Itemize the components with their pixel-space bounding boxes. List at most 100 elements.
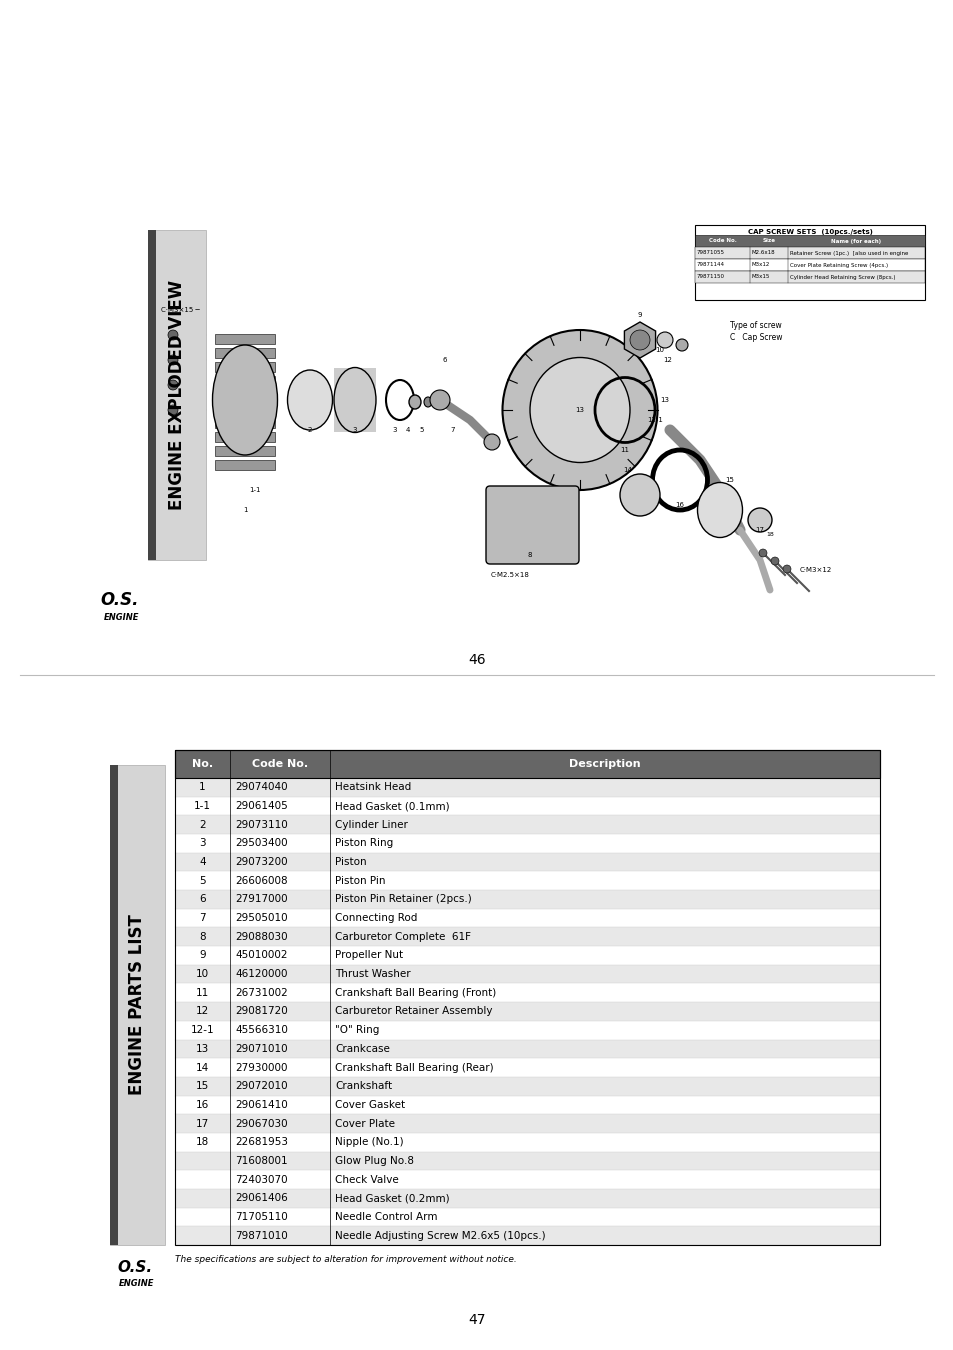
Circle shape	[747, 508, 771, 532]
Text: 29505010: 29505010	[234, 913, 287, 923]
Bar	[148, 230, 206, 560]
Bar	[174, 815, 879, 834]
Text: Head Gasket (0.1mm): Head Gasket (0.1mm)	[335, 801, 449, 811]
Bar	[174, 1152, 879, 1170]
Bar	[174, 871, 879, 890]
Text: 26606008: 26606008	[234, 876, 287, 886]
Bar	[214, 432, 274, 441]
Circle shape	[782, 566, 790, 572]
Text: Needle Control Arm: Needle Control Arm	[335, 1212, 437, 1222]
Text: 11: 11	[195, 988, 209, 998]
Text: 14: 14	[195, 1062, 209, 1072]
Bar	[174, 1040, 879, 1058]
Text: 29061405: 29061405	[234, 801, 288, 811]
Circle shape	[657, 332, 672, 348]
Text: 45010002: 45010002	[234, 950, 287, 960]
Ellipse shape	[530, 358, 629, 463]
Text: Carburetor Complete  61F: Carburetor Complete 61F	[335, 931, 471, 942]
Text: Cover Plate: Cover Plate	[335, 1119, 395, 1129]
Text: Piston: Piston	[335, 857, 366, 867]
Text: 79871144: 79871144	[697, 262, 724, 267]
Bar	[214, 418, 274, 428]
Text: Heatsink Head: Heatsink Head	[335, 783, 411, 792]
Text: 15: 15	[725, 477, 734, 483]
Text: 3: 3	[353, 427, 356, 433]
Bar	[695, 225, 924, 300]
Ellipse shape	[697, 482, 741, 537]
Text: Crankshaft Ball Bearing (Front): Crankshaft Ball Bearing (Front)	[335, 988, 496, 998]
Text: 46: 46	[468, 653, 485, 667]
Text: 7: 7	[199, 913, 206, 923]
Text: 5: 5	[199, 876, 206, 886]
Text: 16: 16	[675, 502, 684, 508]
Text: 27917000: 27917000	[234, 895, 287, 905]
Text: 2: 2	[199, 819, 206, 830]
Bar	[695, 259, 924, 271]
Text: 15: 15	[195, 1081, 209, 1091]
Text: 71705110: 71705110	[234, 1212, 288, 1222]
Text: Piston Pin Retainer (2pcs.): Piston Pin Retainer (2pcs.)	[335, 895, 471, 905]
Text: Retainer Screw (1pc.)  [also used in engine: Retainer Screw (1pc.) [also used in engi…	[789, 251, 907, 255]
Text: 26731002: 26731002	[234, 988, 288, 998]
Bar	[148, 230, 156, 560]
Text: Cover Gasket: Cover Gasket	[335, 1100, 405, 1110]
Text: Thrust Washer: Thrust Washer	[335, 969, 410, 979]
Text: Piston Ring: Piston Ring	[335, 838, 393, 848]
Text: 4: 4	[199, 857, 206, 867]
Text: ENGINE PARTS LIST: ENGINE PARTS LIST	[129, 914, 147, 1095]
Text: 13: 13	[575, 406, 584, 413]
Text: 12-1: 12-1	[191, 1025, 214, 1035]
Text: 29088030: 29088030	[234, 931, 287, 942]
Bar	[695, 235, 924, 247]
Text: C   Cap Screw: C Cap Screw	[729, 332, 781, 342]
Text: Crankcase: Crankcase	[335, 1044, 390, 1054]
Text: Cylinder Head Retaining Screw (8pcs.): Cylinder Head Retaining Screw (8pcs.)	[789, 274, 895, 279]
Bar	[174, 927, 879, 946]
Text: 29067030: 29067030	[234, 1119, 287, 1129]
Text: 17: 17	[195, 1119, 209, 1129]
Text: The specifications are subject to alteration for improvement without notice.: The specifications are subject to altera…	[174, 1256, 517, 1265]
Bar	[174, 778, 879, 796]
Bar	[214, 390, 274, 400]
Bar	[174, 1096, 879, 1114]
Bar	[174, 1189, 879, 1208]
Bar	[174, 1133, 879, 1152]
Text: Nipple (No.1): Nipple (No.1)	[335, 1137, 403, 1148]
Ellipse shape	[409, 396, 420, 409]
Text: No.: No.	[192, 759, 213, 769]
Bar	[110, 765, 165, 1245]
Bar	[174, 834, 879, 853]
Text: 18: 18	[195, 1137, 209, 1148]
Bar	[110, 765, 118, 1245]
Bar	[214, 446, 274, 456]
Text: 29073200: 29073200	[234, 857, 287, 867]
Text: CAP SCREW SETS  (10pcs./sets): CAP SCREW SETS (10pcs./sets)	[747, 230, 872, 235]
Text: "O" Ring: "O" Ring	[335, 1025, 379, 1035]
Circle shape	[168, 405, 178, 414]
Bar	[174, 796, 879, 815]
Text: 71608001: 71608001	[234, 1156, 287, 1166]
Bar	[214, 362, 274, 373]
Text: 13: 13	[659, 397, 669, 404]
Text: 4: 4	[405, 427, 410, 433]
Text: 9: 9	[638, 312, 641, 319]
Text: 46120000: 46120000	[234, 969, 287, 979]
Ellipse shape	[423, 397, 432, 406]
Text: 45566310: 45566310	[234, 1025, 288, 1035]
Bar	[174, 984, 879, 1002]
Text: 18: 18	[765, 532, 773, 537]
Text: Check Valve: Check Valve	[335, 1174, 398, 1184]
Text: Description: Description	[569, 759, 640, 769]
Circle shape	[168, 329, 178, 340]
Ellipse shape	[287, 370, 333, 431]
Bar	[174, 1058, 879, 1077]
Text: Connecting Rod: Connecting Rod	[335, 913, 416, 923]
Bar	[174, 853, 879, 871]
Text: 29072010: 29072010	[234, 1081, 287, 1091]
Circle shape	[168, 355, 178, 364]
Circle shape	[770, 558, 779, 566]
Bar	[174, 1170, 879, 1189]
Bar	[174, 909, 879, 927]
Circle shape	[676, 339, 687, 351]
Bar	[214, 404, 274, 414]
